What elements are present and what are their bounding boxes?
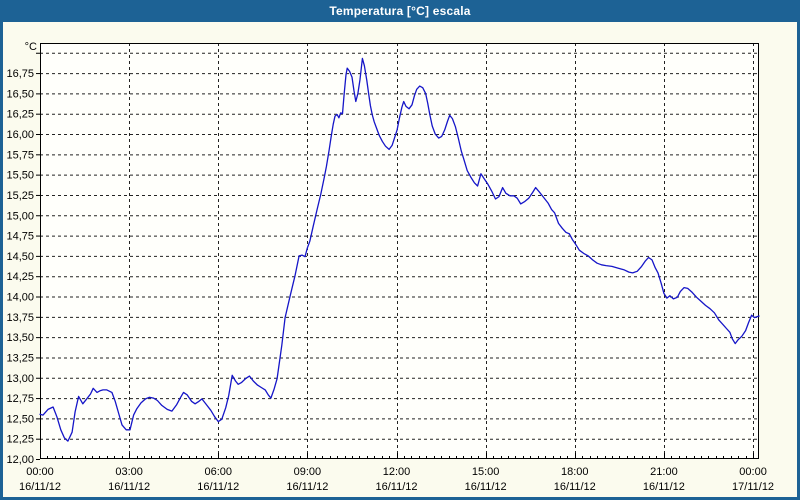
svg-text:16/11/12: 16/11/12 [286,481,328,493]
plot-area [40,43,759,459]
svg-text:14,50: 14,50 [6,251,34,263]
svg-text:18:00: 18:00 [561,466,589,478]
svg-text:16/11/12: 16/11/12 [197,481,239,493]
svg-text:12:00: 12:00 [383,466,411,478]
chart-area: 12,00 12,25 12,50 12,75 13,00 13,25 13,50 13,75… [3,22,797,497]
svg-text:13,00: 13,00 [6,373,34,385]
svg-text:16,00: 16,00 [6,129,34,141]
window-title: Temperatura [°C] escala [329,4,471,18]
y-axis-labels: 12,00 12,25 12,50 12,75 13,00 13,25 13,50 13,75… [6,68,34,466]
window-titlebar[interactable]: Temperatura [°C] escala [0,0,800,22]
svg-text:13,25: 13,25 [6,352,34,364]
svg-text:09:00: 09:00 [294,466,322,478]
svg-text:16/11/12: 16/11/12 [643,481,685,493]
svg-text:17/11/12: 17/11/12 [732,481,774,493]
svg-text:15,75: 15,75 [6,149,34,161]
svg-text:15:00: 15:00 [472,466,500,478]
svg-text:13,50: 13,50 [6,332,34,344]
plot-border [40,43,759,459]
svg-text:21:00: 21:00 [650,466,678,478]
svg-text:03:00: 03:00 [115,466,143,478]
svg-text:14,25: 14,25 [6,271,34,283]
svg-text:16/11/12: 16/11/12 [465,481,507,493]
x-axis-labels: 00:00 16/11/12 03:00 16/11/12 06:00 16/11/12 0… [19,466,774,493]
y-axis-unit-label: °C [25,41,37,53]
svg-text:16/11/12: 16/11/12 [108,481,150,493]
svg-text:16/11/12: 16/11/12 [554,481,596,493]
svg-text:12,00: 12,00 [6,454,34,466]
y-axis-ticks [36,52,40,460]
svg-text:16,25: 16,25 [6,109,34,121]
svg-text:12,25: 12,25 [6,434,34,446]
svg-text:00:00: 00:00 [26,466,54,478]
svg-text:13,75: 13,75 [6,312,34,324]
svg-text:16,75: 16,75 [6,68,34,80]
svg-text:12,75: 12,75 [6,393,34,405]
svg-text:16/11/12: 16/11/12 [19,481,61,493]
svg-text:00:00: 00:00 [739,466,767,478]
svg-text:16/11/12: 16/11/12 [376,481,418,493]
svg-text:16,50: 16,50 [6,88,34,100]
svg-text:15,50: 15,50 [6,170,34,182]
temperature-line-chart: 12,00 12,25 12,50 12,75 13,00 13,25 13,50 13,75… [6,41,774,493]
svg-text:15,25: 15,25 [6,190,34,202]
svg-text:15,00: 15,00 [6,210,34,222]
svg-text:14,00: 14,00 [6,292,34,304]
svg-text:14,75: 14,75 [6,231,34,243]
svg-text:06:00: 06:00 [204,466,232,478]
svg-text:12,50: 12,50 [6,413,34,425]
temperature-series-line [39,57,760,442]
